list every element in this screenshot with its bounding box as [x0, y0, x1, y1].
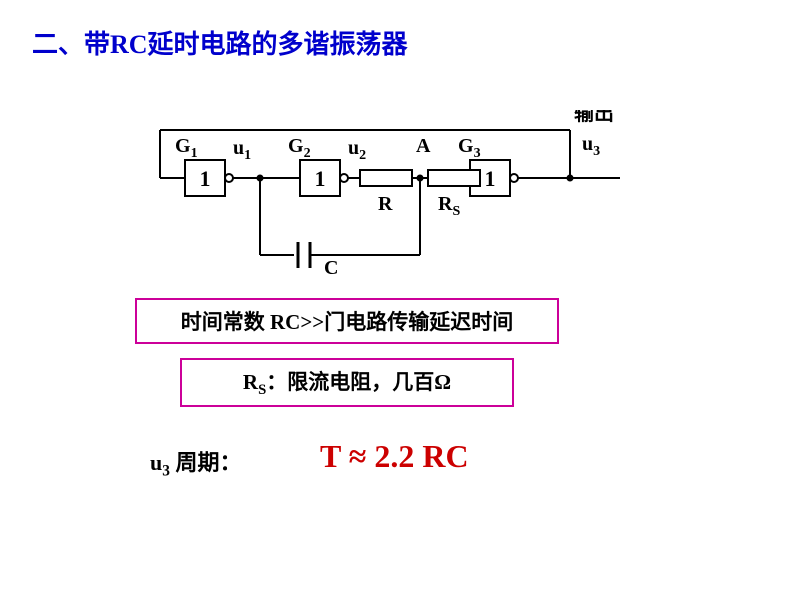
svg-text:G2: G2: [288, 135, 311, 161]
svg-text:G1: G1: [175, 135, 198, 161]
svg-text:RS: RS: [438, 193, 460, 219]
svg-text:C: C: [324, 257, 338, 279]
circuit-diagram: 1G1u11G2u21G3RRSCA输出u3: [130, 110, 670, 290]
page-title: 二、带RC延时电路的多谐振荡器: [32, 24, 408, 61]
svg-text:1: 1: [315, 166, 326, 191]
period-formula: T ≈ 2.2 RC: [320, 438, 469, 475]
svg-text:1: 1: [200, 166, 211, 191]
period-label: u3 周期：: [150, 445, 241, 480]
svg-text:A: A: [416, 135, 431, 157]
note-rs-text: RS：限流电阻，几百Ω: [243, 370, 451, 394]
svg-text:u1: u1: [233, 137, 251, 163]
note-time-constant-text: 时间常数 RC>>门电路传输延迟时间: [181, 310, 514, 334]
svg-text:u3: u3: [582, 133, 600, 159]
svg-text:1: 1: [485, 166, 496, 191]
svg-text:输出: 输出: [574, 110, 614, 125]
svg-text:R: R: [378, 193, 393, 215]
svg-text:u2: u2: [348, 137, 366, 163]
note-rs-resistor: RS：限流电阻，几百Ω: [180, 358, 514, 407]
svg-text:G3: G3: [458, 135, 481, 161]
note-time-constant: 时间常数 RC>>门电路传输延迟时间: [135, 298, 559, 344]
